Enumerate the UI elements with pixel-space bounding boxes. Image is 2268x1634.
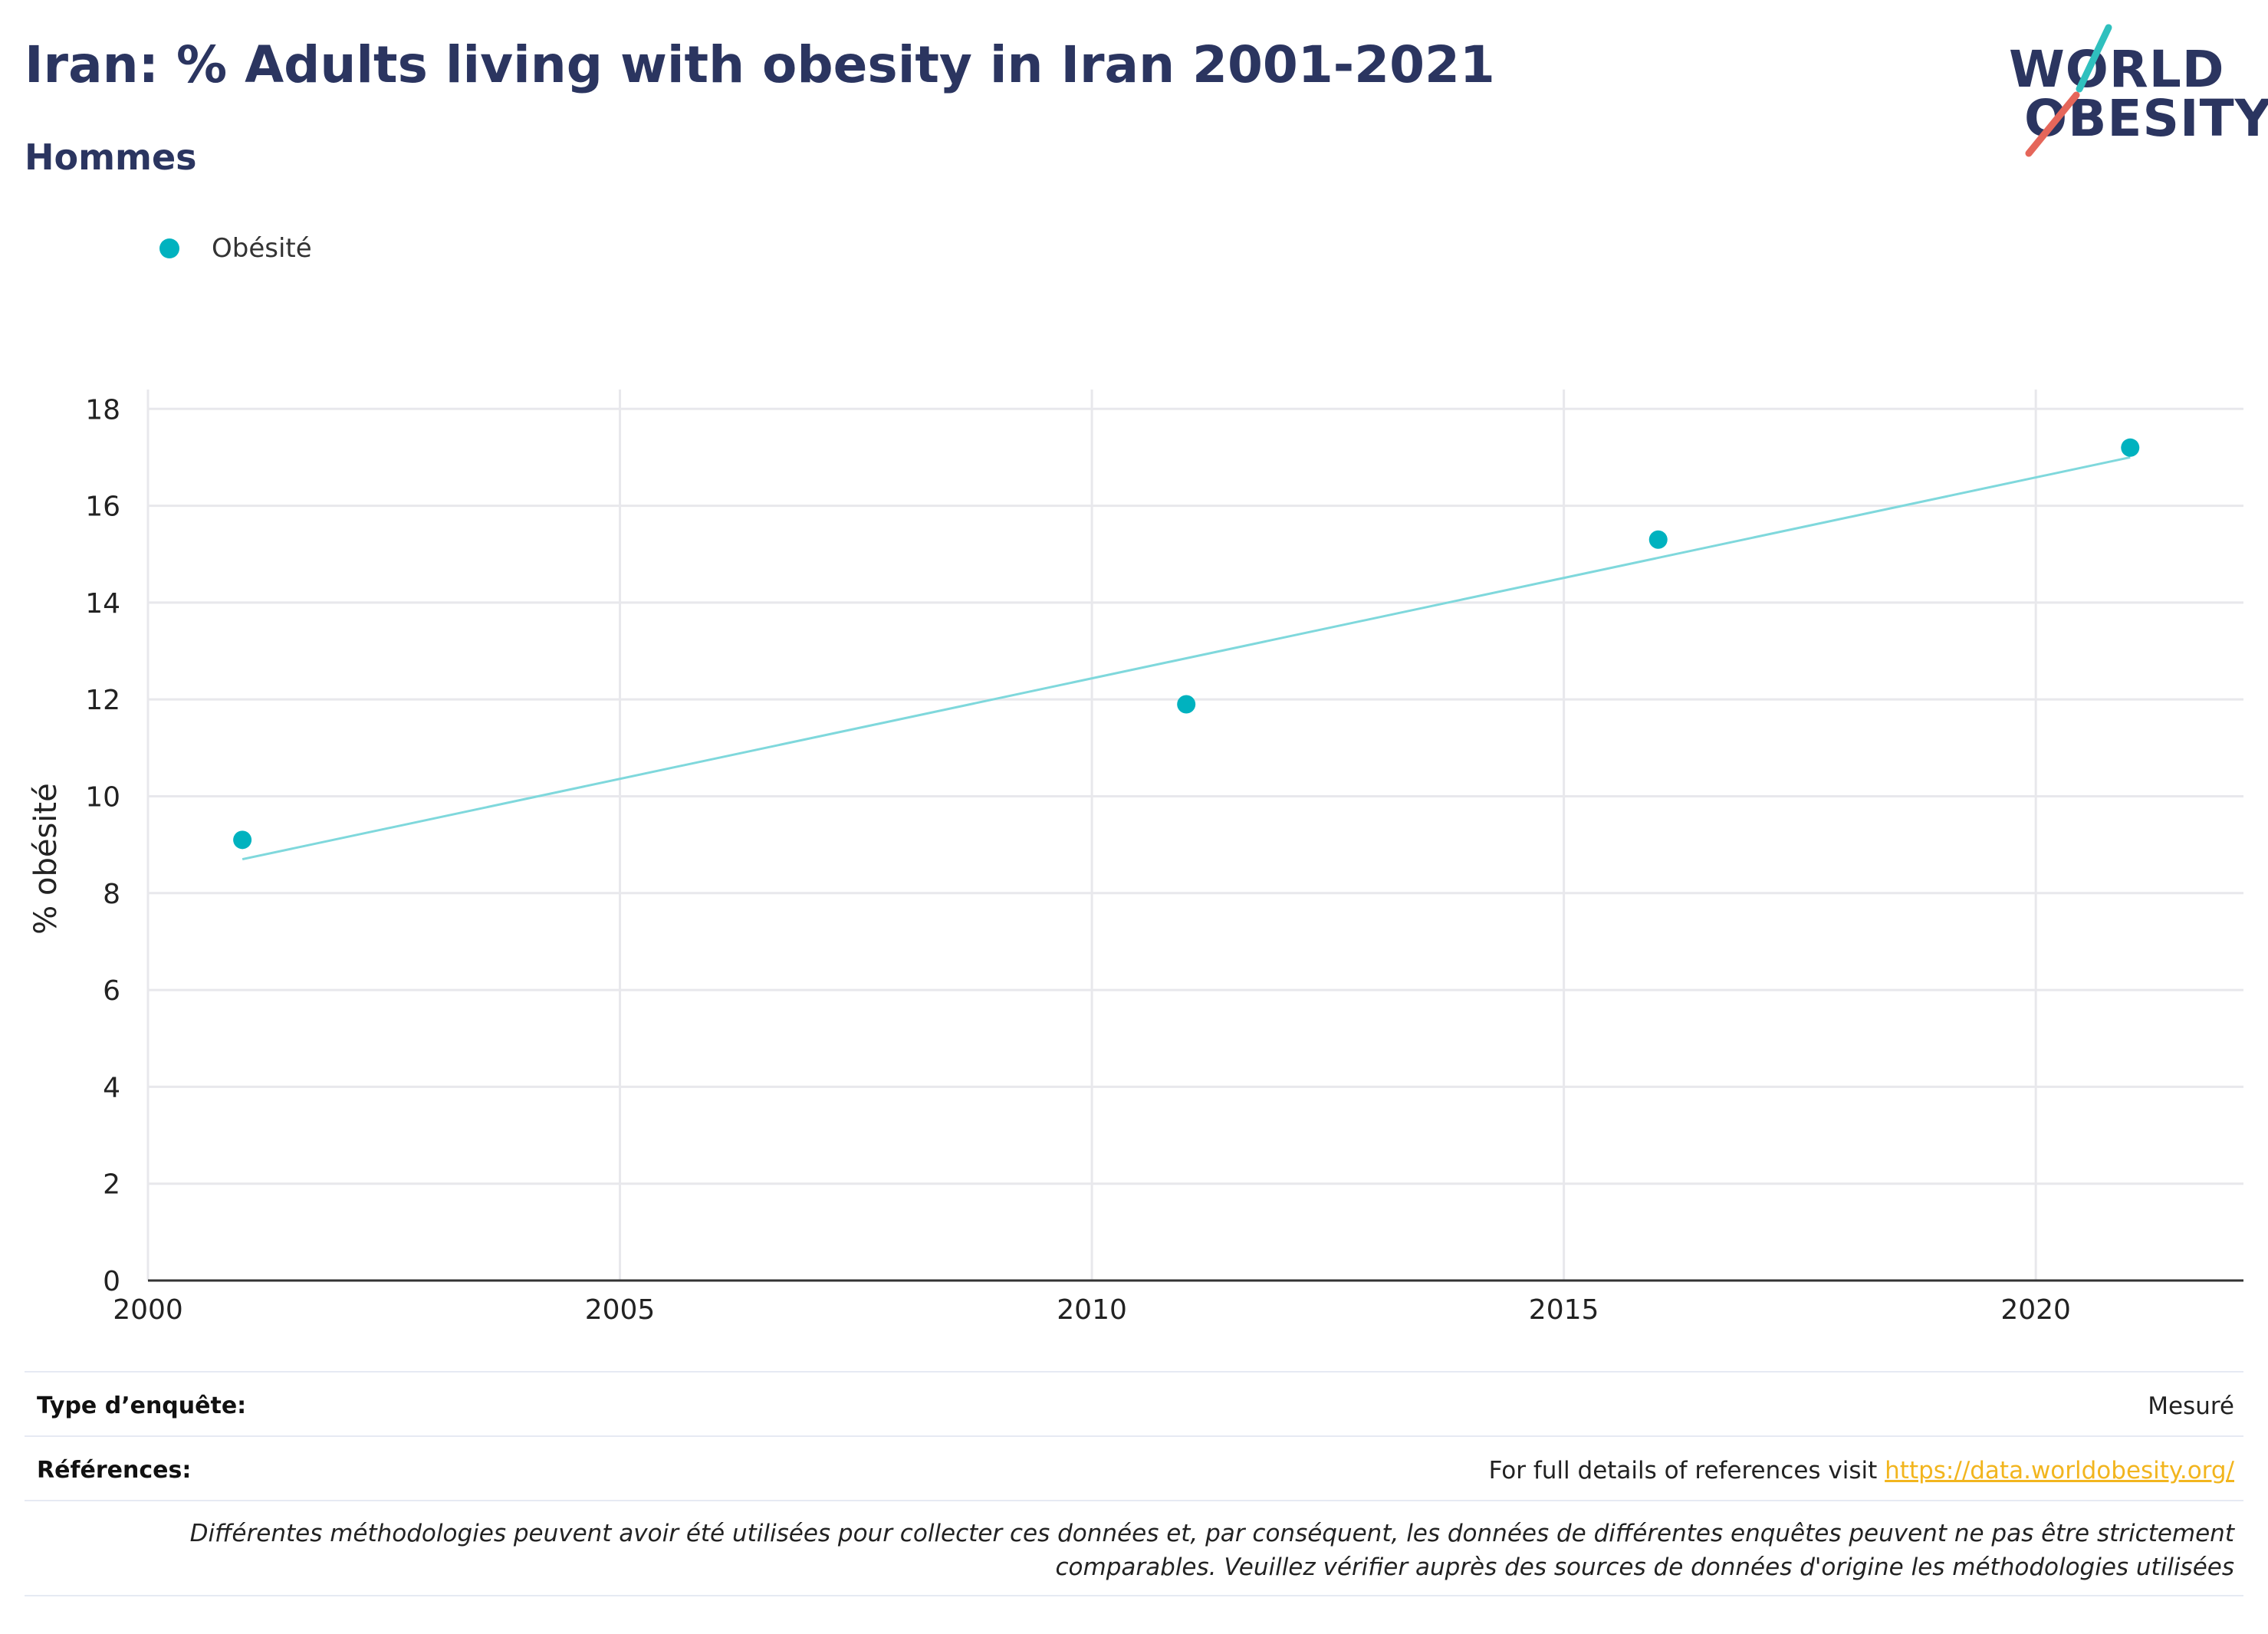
data-point [1177, 695, 1196, 714]
x-tick-label: 2020 [2000, 1294, 2071, 1326]
x-tick-label: 2015 [1529, 1294, 1599, 1326]
methodology-note-line: Différentes méthodologies peuvent avoir … [189, 1520, 2234, 1547]
y-tick-label: 6 [103, 975, 120, 1007]
y-tick-label: 0 [103, 1266, 120, 1297]
methodology-note-line: comparables. Veuillez vérifier auprès de… [1055, 1553, 2234, 1581]
y-tick-label: 18 [85, 394, 120, 426]
y-tick-label: 16 [85, 492, 120, 523]
y-tick-label: 14 [85, 588, 120, 620]
logo-slash-icon [2025, 24, 2112, 157]
footer-divider [25, 1435, 2243, 1437]
legend-label: Obésité [212, 233, 312, 264]
world-obesity-logo[interactable]: WORLD OBESITY [2001, 21, 2268, 159]
data-point [1648, 530, 1668, 549]
data-point [2121, 438, 2140, 457]
references-label: Références: [37, 1457, 192, 1484]
chart-title: Iran: % Adults living with obesity in Ir… [25, 35, 1495, 94]
references-value: For full details of references visit htt… [1489, 1457, 2234, 1484]
x-tick-label: 2000 [113, 1294, 183, 1326]
chart-subtitle: Hommes [25, 136, 197, 178]
y-axis-label: % obésité [28, 783, 64, 935]
data-point [233, 830, 252, 850]
logo-word-obesity: OBESITY [2024, 89, 2268, 148]
methodology-note: Différentes méthodologies peuvent avoir … [164, 1517, 2234, 1584]
x-tick-label: 2005 [585, 1294, 656, 1326]
legend: Obésité [159, 233, 312, 264]
y-tick-label: 2 [103, 1169, 120, 1201]
footer-divider [25, 1500, 2243, 1501]
footer-divider [25, 1595, 2243, 1596]
y-tick-label: 4 [103, 1072, 120, 1103]
chart-plot: 0 2 4 6 8 10 12 14 16 18 2000 2005 2010 2015 2020 [85, 390, 2243, 1326]
y-tick-label: 12 [85, 685, 120, 716]
references-text: For full details of references visit [1488, 1457, 1885, 1484]
x-tick-label: 2010 [1057, 1294, 1127, 1326]
y-tick-label: 8 [103, 879, 120, 910]
trend-line [242, 455, 2131, 861]
legend-marker-icon [159, 238, 179, 258]
survey-type-label: Type d’enquête: [37, 1392, 247, 1419]
footer-divider [25, 1371, 2243, 1373]
references-link[interactable]: https://data.worldobesity.org/ [1885, 1457, 2234, 1484]
logo-word-world: WORLD [2009, 40, 2225, 99]
y-tick-label: 10 [85, 781, 120, 813]
survey-type-value: Mesuré [2148, 1392, 2234, 1420]
